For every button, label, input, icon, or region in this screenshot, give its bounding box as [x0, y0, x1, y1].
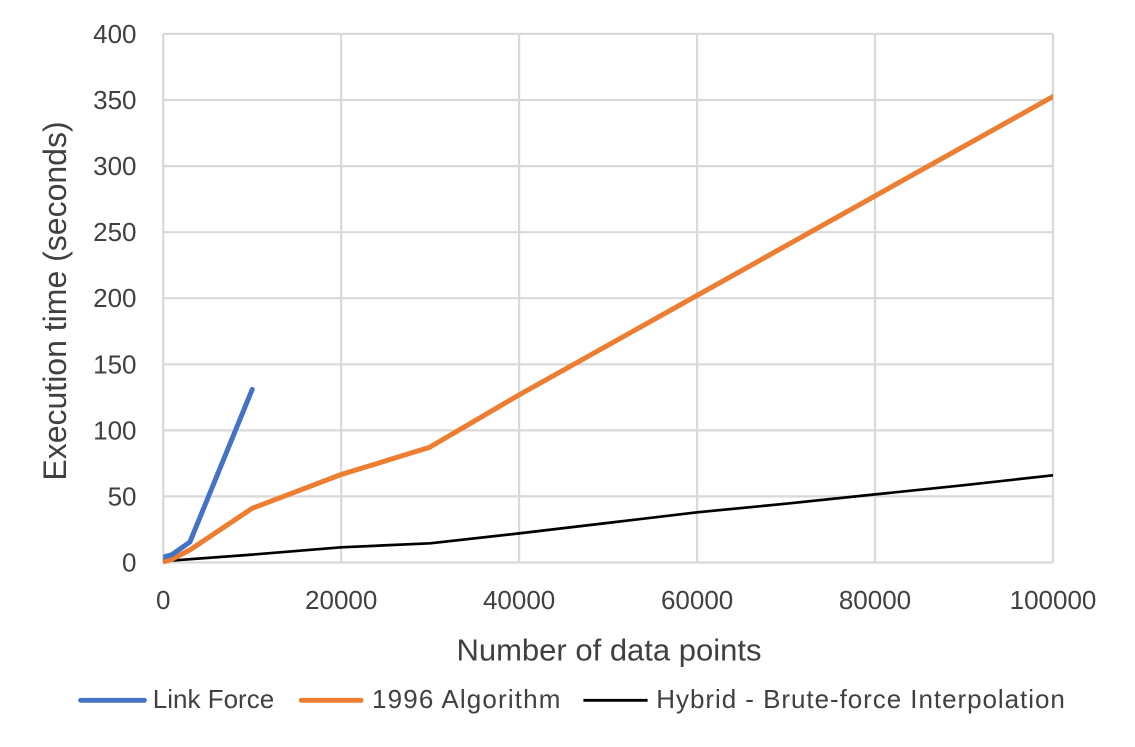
svg-text:100000: 100000 [1010, 585, 1097, 615]
svg-text:150: 150 [93, 349, 136, 379]
svg-text:100: 100 [93, 415, 136, 445]
svg-text:350: 350 [93, 85, 136, 115]
svg-text:50: 50 [108, 481, 137, 511]
svg-text:Execution time (seconds): Execution time (seconds) [37, 121, 73, 480]
svg-text:400: 400 [93, 19, 136, 49]
svg-text:1996 Algorithm: 1996 Algorithm [372, 684, 562, 714]
svg-text:Number of data points: Number of data points [456, 633, 761, 668]
svg-text:60000: 60000 [661, 585, 733, 615]
svg-text:Hybrid - Brute-force Interpola: Hybrid - Brute-force Interpolation [656, 684, 1065, 714]
svg-text:Link Force: Link Force [153, 684, 274, 714]
svg-text:20000: 20000 [305, 585, 377, 615]
svg-text:250: 250 [93, 217, 136, 247]
svg-text:80000: 80000 [839, 585, 911, 615]
svg-text:0: 0 [122, 548, 136, 578]
svg-text:0: 0 [156, 585, 170, 615]
svg-text:300: 300 [93, 151, 136, 181]
svg-text:200: 200 [93, 283, 136, 313]
svg-text:40000: 40000 [483, 585, 555, 615]
